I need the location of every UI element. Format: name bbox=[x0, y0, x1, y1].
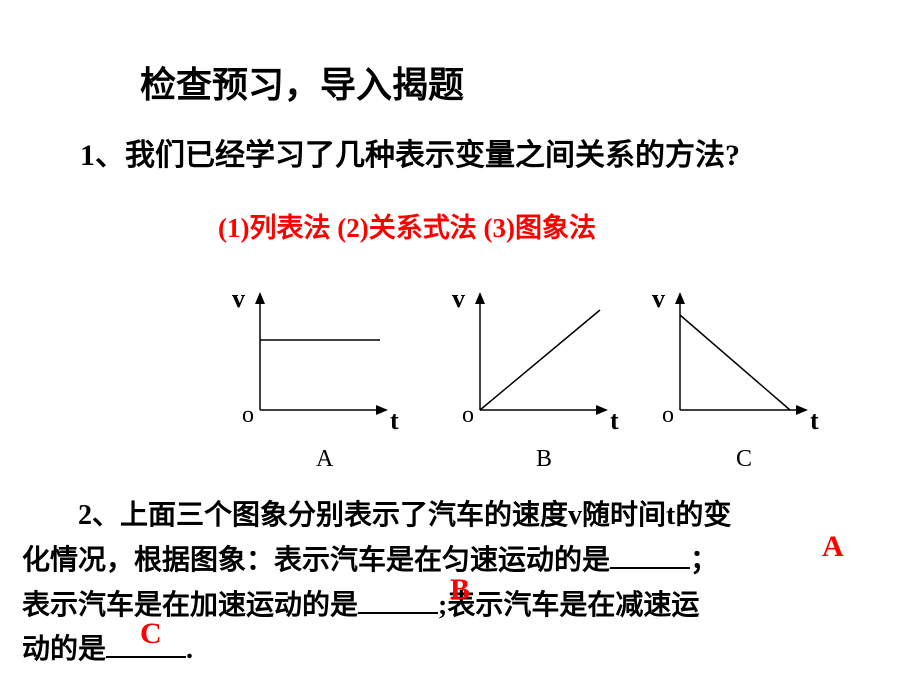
blank-a bbox=[610, 567, 690, 569]
slide-title: 检查预习，导入揭题 bbox=[140, 56, 464, 108]
graph-c: v o t bbox=[630, 280, 830, 460]
axis-t-label: t bbox=[610, 406, 619, 436]
question-1: 1、我们已经学习了几种表示变量之间关系的方法? bbox=[80, 130, 740, 174]
q2-line1: 2、上面三个图象分别表示了汽车的速度v随时间t的变 bbox=[22, 500, 731, 531]
q2-seg-c: 动的是 bbox=[22, 634, 106, 665]
axis-t-label: t bbox=[390, 406, 399, 436]
answer-c: C bbox=[140, 617, 162, 651]
answer-a: A bbox=[822, 530, 844, 564]
graph-caption-a: A bbox=[310, 444, 339, 475]
q2-seg-a: 化情况，根据图象：表示汽车是在匀速运动的是 bbox=[22, 545, 610, 576]
axis-v-label: v bbox=[452, 284, 465, 314]
blank-b bbox=[358, 612, 438, 614]
graph-caption-b: B bbox=[530, 444, 558, 475]
graph-b: v o t bbox=[430, 280, 630, 460]
methods-list: (1)列表法 (2)关系式法 (3)图象法 bbox=[218, 206, 596, 245]
graph-a: v o t bbox=[210, 280, 410, 460]
graphs-row: v o t A v o t B v o t C bbox=[210, 280, 870, 480]
axis-origin-label: o bbox=[242, 402, 254, 429]
blank-c bbox=[106, 656, 186, 658]
axis-v-label: v bbox=[232, 284, 245, 314]
axis-origin-label: o bbox=[462, 402, 474, 429]
axis-v-label: v bbox=[652, 284, 665, 314]
answer-b: B bbox=[450, 573, 470, 607]
axis-t-label: t bbox=[810, 406, 819, 436]
q2-seg-c2: . bbox=[186, 634, 193, 665]
axis-origin-label: o bbox=[662, 402, 674, 429]
q2-seg-b2: ;表示汽车是在减速运 bbox=[438, 590, 699, 621]
graph-caption-c: C bbox=[730, 444, 758, 475]
q2-seg-b: 表示汽车是在加速运动的是 bbox=[22, 590, 358, 621]
q2-seg-a2: ； bbox=[690, 545, 718, 576]
